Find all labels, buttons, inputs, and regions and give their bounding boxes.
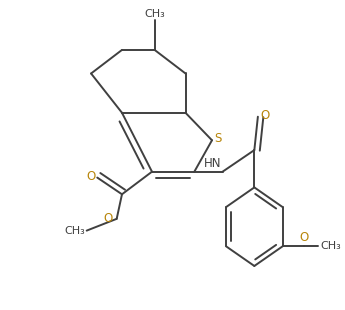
Text: CH₃: CH₃ — [144, 9, 165, 19]
Text: O: O — [299, 231, 308, 244]
Text: O: O — [104, 212, 113, 225]
Text: CH₃: CH₃ — [320, 241, 341, 251]
Text: HN: HN — [204, 157, 221, 170]
Text: O: O — [87, 170, 96, 184]
Text: CH₃: CH₃ — [65, 226, 85, 236]
Text: S: S — [215, 132, 222, 145]
Text: O: O — [260, 109, 269, 122]
